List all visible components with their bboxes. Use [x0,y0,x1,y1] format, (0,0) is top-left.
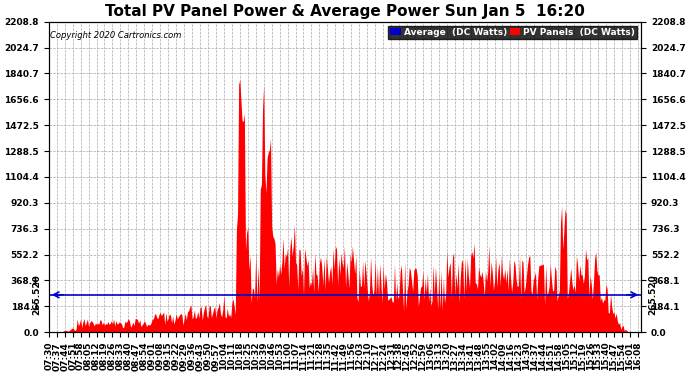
Legend: Average  (DC Watts), PV Panels  (DC Watts): Average (DC Watts), PV Panels (DC Watts) [388,26,637,39]
Text: Copyright 2020 Cartronics.com: Copyright 2020 Cartronics.com [50,31,181,40]
Text: 265.520: 265.520 [32,274,41,315]
Text: 265.520: 265.520 [649,274,658,315]
Title: Total PV Panel Power & Average Power Sun Jan 5  16:20: Total PV Panel Power & Average Power Sun… [105,4,585,19]
